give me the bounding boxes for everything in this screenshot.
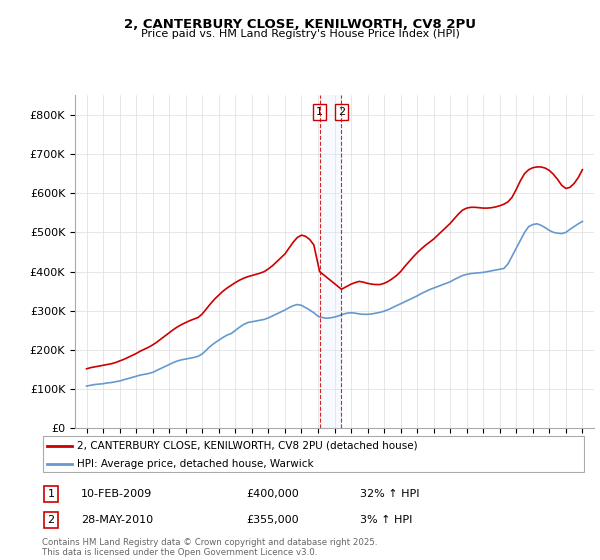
Text: 2: 2	[338, 107, 345, 117]
Text: £355,000: £355,000	[246, 515, 299, 525]
Text: 2: 2	[47, 515, 55, 525]
Bar	[320, 95, 341, 428]
Text: 1: 1	[47, 489, 55, 499]
Text: £400,000: £400,000	[246, 489, 299, 499]
Text: 1: 1	[316, 107, 323, 117]
Text: 28-MAY-2010: 28-MAY-2010	[81, 515, 153, 525]
FancyBboxPatch shape	[43, 436, 584, 473]
Text: 3% ↑ HPI: 3% ↑ HPI	[360, 515, 412, 525]
Text: Contains HM Land Registry data © Crown copyright and database right 2025.
This d: Contains HM Land Registry data © Crown c…	[42, 538, 377, 557]
Text: 10-FEB-2009: 10-FEB-2009	[81, 489, 152, 499]
Text: 32% ↑ HPI: 32% ↑ HPI	[360, 489, 419, 499]
Text: 2, CANTERBURY CLOSE, KENILWORTH, CV8 2PU: 2, CANTERBURY CLOSE, KENILWORTH, CV8 2PU	[124, 18, 476, 31]
Text: Price paid vs. HM Land Registry's House Price Index (HPI): Price paid vs. HM Land Registry's House …	[140, 29, 460, 39]
Text: 2, CANTERBURY CLOSE, KENILWORTH, CV8 2PU (detached house): 2, CANTERBURY CLOSE, KENILWORTH, CV8 2PU…	[77, 441, 418, 451]
Text: HPI: Average price, detached house, Warwick: HPI: Average price, detached house, Warw…	[77, 459, 314, 469]
